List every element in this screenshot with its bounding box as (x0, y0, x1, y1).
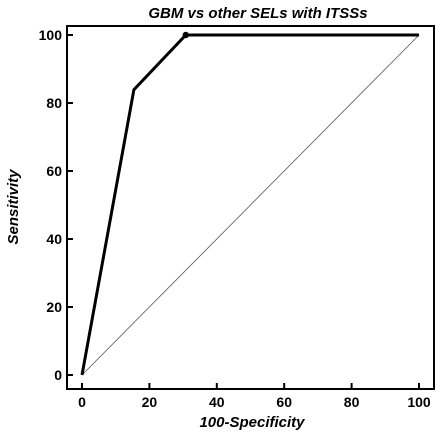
y-axis-ticks: 0 20 40 60 80 100 (39, 27, 73, 383)
x-axis-label: 100-Specificity (199, 414, 305, 431)
x-tick-label: 0 (78, 394, 86, 410)
roc-curve-line (80, 33, 419, 376)
y-tick-label: 0 (54, 367, 62, 383)
x-axis-ticks: 0 20 40 60 80 100 (78, 383, 431, 410)
y-axis-label: Sensitivity (5, 169, 22, 245)
y-tick-label: 40 (46, 231, 62, 247)
y-tick-label: 20 (46, 299, 62, 315)
x-tick-label: 80 (344, 394, 360, 410)
x-tick-label: 40 (209, 394, 225, 410)
chart-title: GBM vs other SELs with ITSSs (148, 5, 367, 22)
y-tick-label: 100 (39, 27, 63, 43)
series-layer (80, 31, 420, 376)
y-tick-label: 60 (46, 163, 62, 179)
x-tick-label: 100 (407, 394, 431, 410)
reference-diagonal-line (81, 34, 420, 376)
x-tick-label: 20 (142, 394, 158, 410)
plot-frame (66, 25, 435, 390)
y-tick-label: 80 (46, 95, 62, 111)
x-tick-label: 60 (276, 394, 292, 410)
roc-cutoff-point (182, 31, 189, 39)
